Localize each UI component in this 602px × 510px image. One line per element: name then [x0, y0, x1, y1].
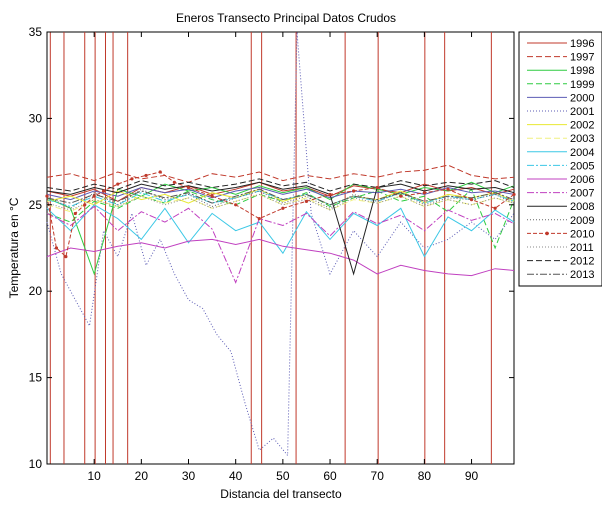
series-line-2009	[46, 188, 515, 209]
y-axis-label: Temperatura en °C	[7, 197, 21, 298]
y-tick-label-15: 15	[29, 371, 43, 385]
series-point-2010-0	[45, 194, 49, 198]
y-tick-label-30: 30	[29, 111, 43, 125]
chart-title: Eneros Transecto Principal Datos Crudos	[176, 11, 396, 25]
legend-label-2003: 2003	[570, 133, 594, 145]
x-tick-label-20: 20	[135, 469, 149, 483]
series-point-2010-13	[210, 194, 214, 198]
y-tick-label-25: 25	[29, 198, 43, 212]
series-point-2010-19	[352, 189, 356, 193]
series-point-2010-15	[257, 217, 261, 221]
series-point-2010-16	[281, 206, 285, 210]
series-line-2010	[46, 171, 515, 258]
legend-label-2006: 2006	[570, 174, 594, 186]
markers-group	[45, 170, 516, 259]
legend-marker-2010	[545, 231, 549, 236]
x-tick-label-80: 80	[418, 469, 432, 483]
series-line-2008	[46, 181, 515, 276]
legend-label-2000: 2000	[570, 92, 594, 104]
series-point-2010-12	[186, 185, 191, 190]
series-line-1997	[46, 164, 515, 183]
x-axis-label: Distancia del transecto	[220, 487, 342, 501]
series-point-2010-7	[116, 182, 120, 186]
legend-label-2012: 2012	[570, 256, 594, 268]
series-point-2010-3	[73, 211, 77, 216]
legend-label-1997: 1997	[570, 52, 594, 64]
legend-label-2010: 2010	[570, 228, 594, 240]
y-tick-label-35: 35	[29, 25, 43, 39]
x-tick-label-70: 70	[371, 469, 385, 483]
legend-label-1998: 1998	[570, 65, 594, 77]
y-axis: 10 15 20 25 30 35	[29, 25, 514, 471]
legend-label-2013: 2013	[570, 269, 594, 281]
y-tick-label-20: 20	[29, 284, 43, 298]
series-point-2010-25	[493, 206, 497, 210]
legend-label-2004: 2004	[570, 147, 594, 159]
series-line-2003	[46, 193, 515, 213]
legend-label-2011: 2011	[570, 242, 594, 254]
y-tick-label-10: 10	[29, 457, 43, 471]
legend-label-2002: 2002	[570, 120, 594, 132]
series-point-2010-4	[83, 203, 87, 207]
x-tick-label-90: 90	[465, 469, 479, 483]
series-point-2010-1	[54, 246, 59, 250]
legend-label-2009: 2009	[570, 215, 594, 227]
series-point-2010-17	[304, 199, 309, 203]
series-point-2010-22	[422, 191, 426, 195]
x-tick-label-30: 30	[182, 469, 196, 483]
legend-label-2008: 2008	[570, 201, 594, 213]
series-point-2010-26	[512, 192, 516, 197]
series-point-2010-2	[64, 255, 68, 259]
x-axis: 10 20 30 40 50 60 70 80 90	[87, 32, 479, 483]
series-point-2010-23	[446, 187, 450, 191]
series-point-2010-11	[172, 180, 176, 184]
x-tick-label-60: 60	[323, 469, 337, 483]
series-point-2010-20	[375, 185, 379, 190]
series-point-2010-18	[328, 192, 332, 197]
x-tick-label-40: 40	[229, 469, 243, 483]
series-point-2010-5	[92, 194, 96, 198]
series-line-2001	[46, 31, 515, 457]
x-tick-label-50: 50	[276, 469, 290, 483]
series-point-2010-14	[234, 203, 238, 207]
series-line-1999	[46, 188, 515, 250]
series-point-2010-6	[102, 189, 106, 193]
series-line-2002	[46, 188, 515, 206]
plot-frame	[46, 31, 515, 465]
series-point-2010-24	[469, 198, 474, 202]
legend-label-2001: 2001	[570, 106, 594, 118]
series-line-2006	[46, 238, 515, 277]
series-point-2010-8	[130, 177, 134, 181]
legend-box	[518, 31, 602, 287]
x-tick-label-10: 10	[87, 469, 101, 483]
series-line-2007	[46, 205, 515, 284]
series-line-1996	[46, 181, 515, 202]
series-line-2000	[46, 186, 515, 201]
legend-label-1996: 1996	[570, 38, 594, 50]
series-group	[46, 31, 515, 457]
legend-label-1999: 1999	[570, 79, 594, 91]
series-point-2010-9	[144, 173, 148, 178]
series-point-2010-21	[399, 194, 403, 198]
legend-label-2005: 2005	[570, 160, 594, 172]
plot-area	[45, 31, 516, 465]
legend-label-2007: 2007	[570, 188, 594, 200]
series-line-2013	[46, 188, 515, 206]
series-line-2004	[46, 204, 515, 258]
series-point-2010-10	[158, 170, 162, 174]
